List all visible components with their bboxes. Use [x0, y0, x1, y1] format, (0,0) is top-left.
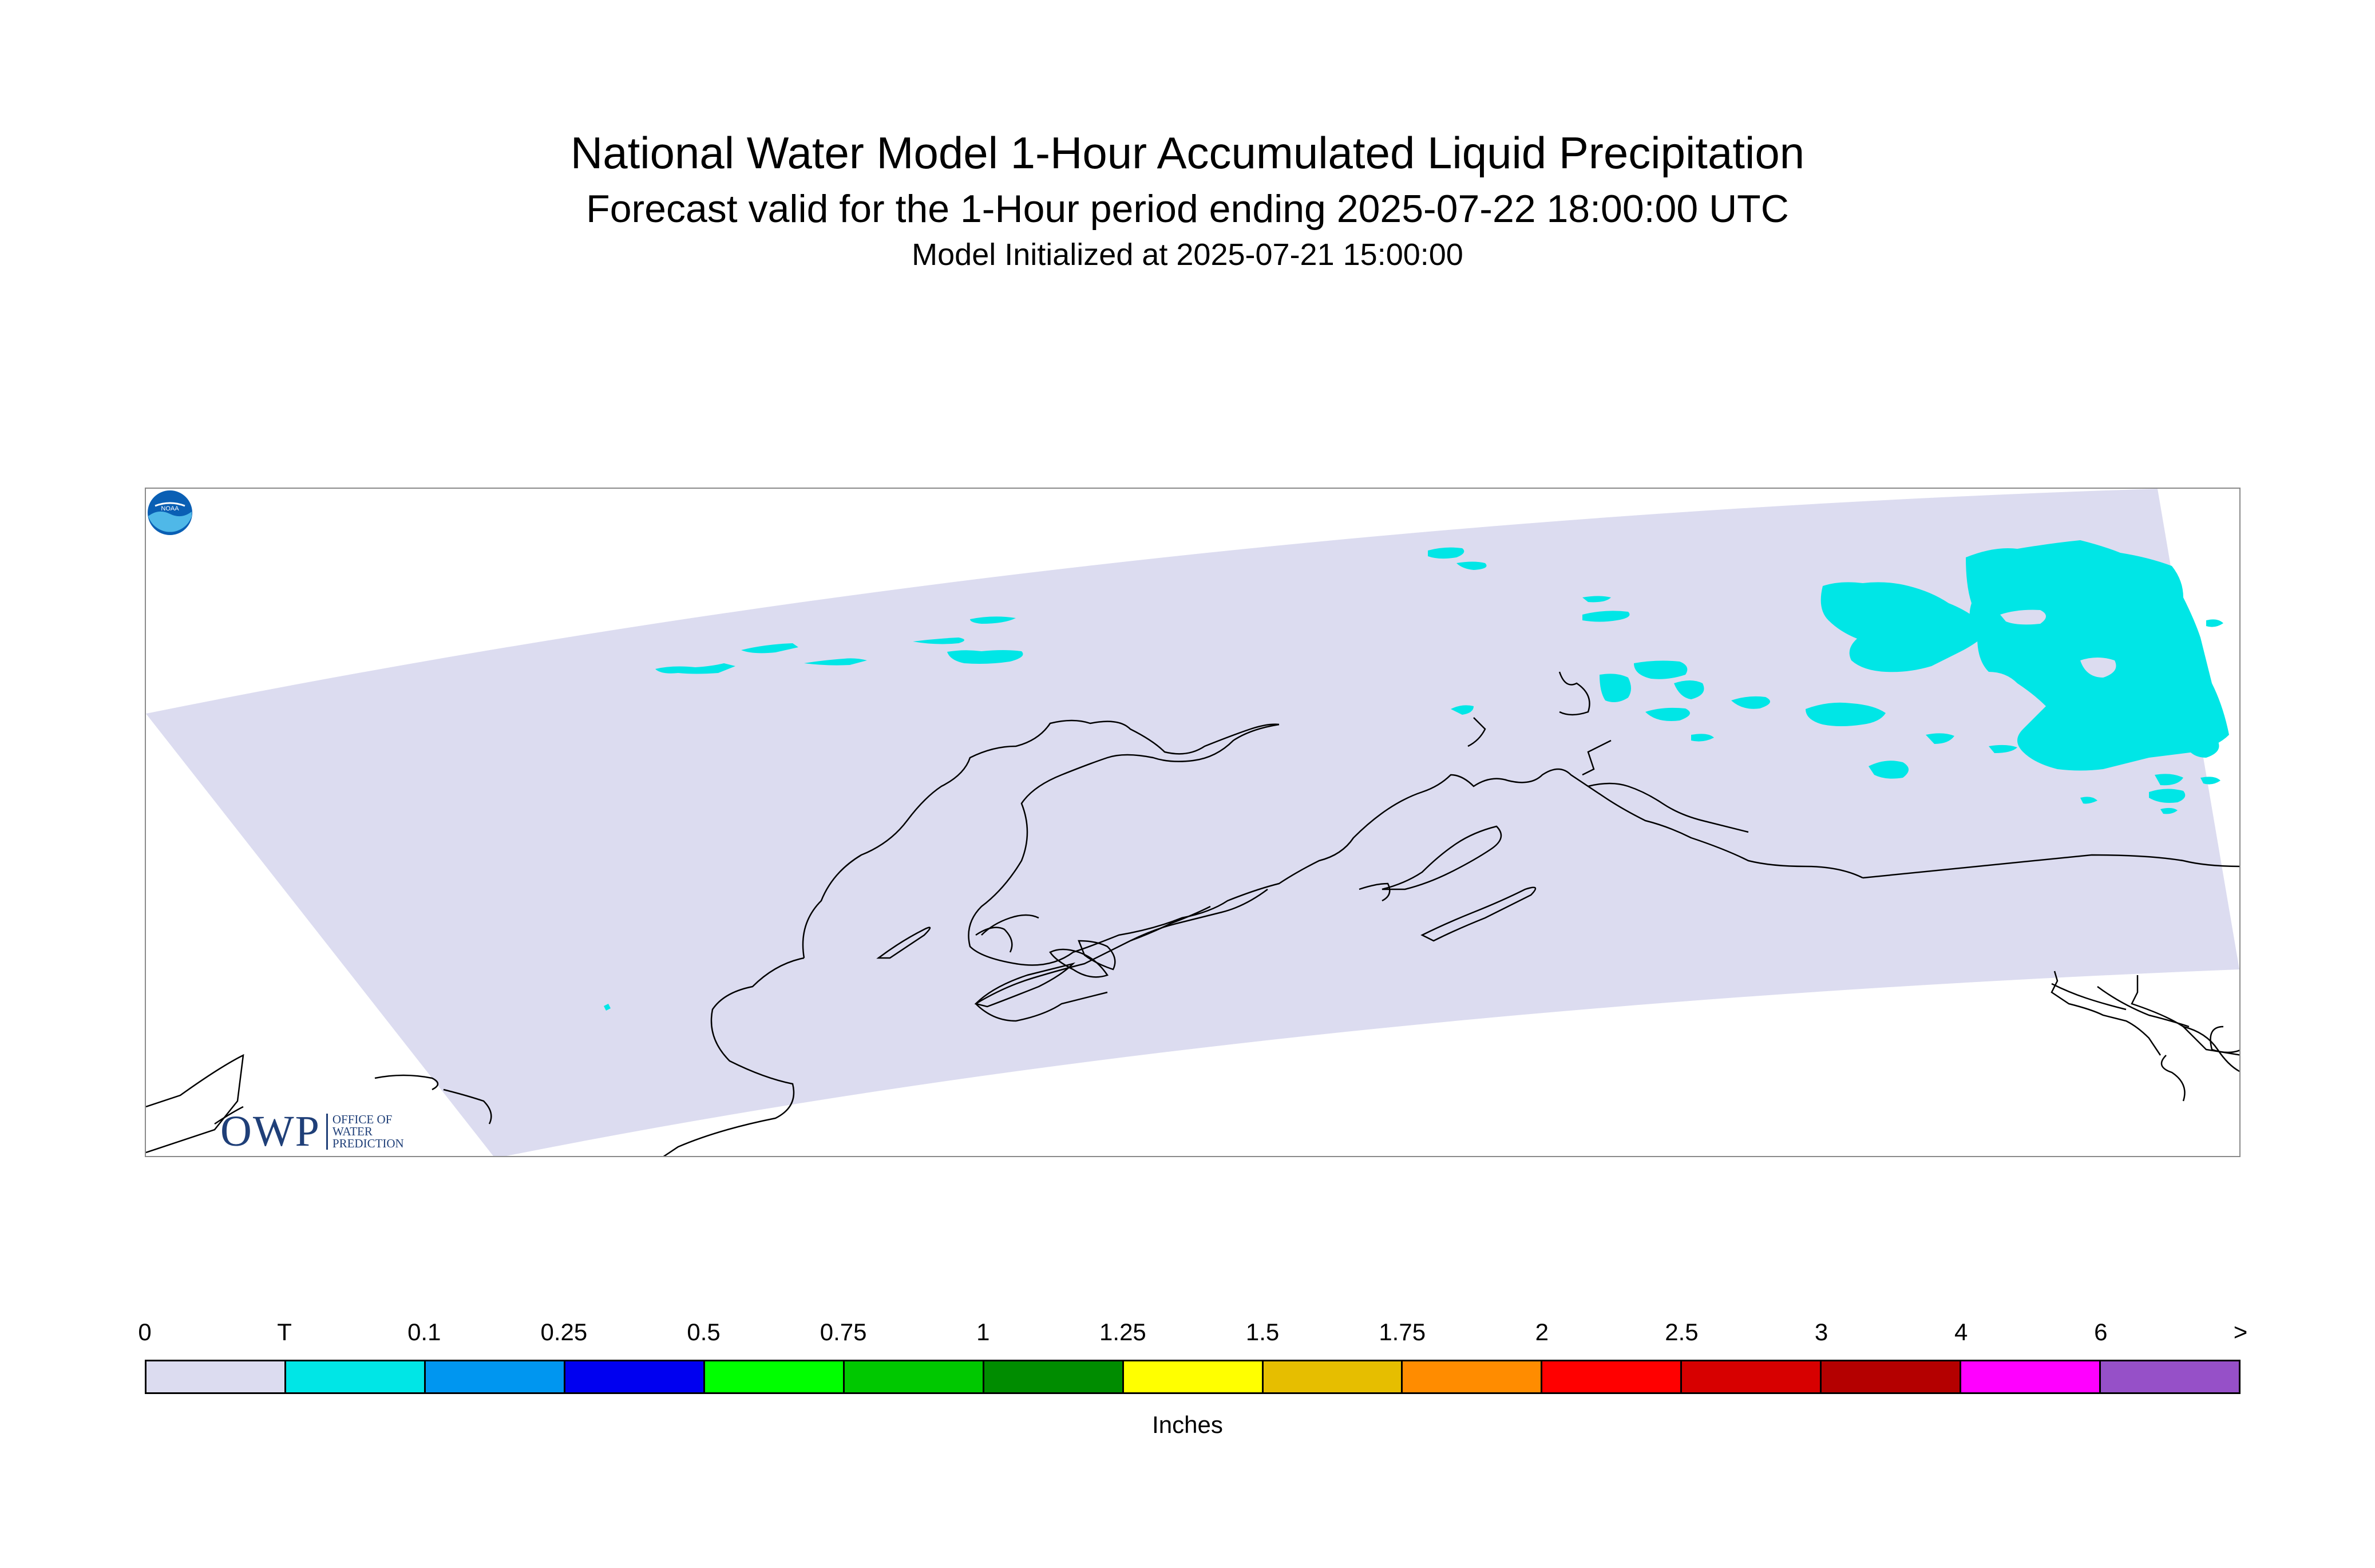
legend-swatch	[1542, 1361, 1683, 1392]
legend-tick-label: 0.1	[407, 1318, 441, 1345]
noaa-logo-icon: NOAA	[147, 489, 193, 536]
legend-swatch	[1822, 1361, 1962, 1392]
map-title: National Water Model 1-Hour Accumulated …	[570, 128, 1805, 178]
legend-swatch	[2101, 1361, 2239, 1392]
legend-swatch	[1682, 1361, 1822, 1392]
map-canvas	[146, 489, 2239, 1156]
legend-tick-label: T	[277, 1318, 292, 1345]
model-init-time: Model Initialized at 2025-07-21 15:00:00	[912, 237, 1463, 272]
legend-tick-label: 2	[1535, 1318, 1549, 1345]
legend-tick-label: 1.25	[1099, 1318, 1146, 1345]
legend-swatch	[1961, 1361, 2101, 1392]
legend-tick-label: 3	[1814, 1318, 1828, 1345]
legend-tick-label: 0.5	[687, 1318, 721, 1345]
owp-logo: OWP OFFICE OF WATER PREDICTION	[220, 1107, 404, 1156]
legend-tick-label: 1.75	[1379, 1318, 1426, 1345]
legend-tick-label: 1.5	[1245, 1318, 1280, 1345]
owp-logo-subtext: OFFICE OF WATER PREDICTION	[326, 1114, 404, 1150]
owp-logo-text: OWP	[220, 1107, 320, 1155]
legend-swatch	[565, 1361, 705, 1392]
map-subtitle: Forecast valid for the 1-Hour period end…	[586, 187, 1789, 231]
legend-tick-label: 0.25	[540, 1318, 588, 1345]
legend-swatch	[984, 1361, 1124, 1392]
legend-swatch	[704, 1361, 845, 1392]
legend-tick-label: 4	[1954, 1318, 1968, 1345]
legend-units: Inches	[1152, 1411, 1223, 1438]
coastline	[146, 671, 2239, 1156]
legend-tick-label: 1	[976, 1318, 990, 1345]
svg-text:NOAA: NOAA	[161, 505, 179, 512]
legend-tick-label: 0	[138, 1318, 152, 1345]
legend-swatch	[1123, 1361, 1264, 1392]
legend-swatch	[425, 1361, 565, 1392]
legend-colorbar	[145, 1360, 2241, 1394]
legend-swatch	[1403, 1361, 1543, 1392]
legend-swatch	[1263, 1361, 1403, 1392]
legend-tick-label: 6	[2094, 1318, 2108, 1345]
map-frame: OWP OFFICE OF WATER PREDICTION NOAA	[145, 488, 2241, 1157]
precipitation-areas	[604, 540, 2229, 1011]
model-domain	[146, 489, 2239, 1156]
legend-tick-label: >	[2233, 1318, 2248, 1345]
legend-swatch	[286, 1361, 426, 1392]
legend-swatch	[844, 1361, 984, 1392]
legend-swatch	[147, 1361, 286, 1392]
legend-tick-label: 0.75	[820, 1318, 867, 1345]
legend-tick-label: 2.5	[1665, 1318, 1699, 1345]
